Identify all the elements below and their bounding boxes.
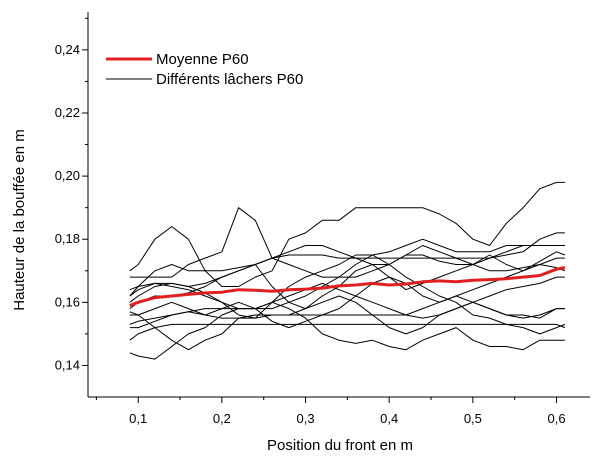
x-axis-title: Position du front en m bbox=[267, 437, 413, 454]
x-tick-label-0: 0,1 bbox=[129, 411, 147, 426]
y-tick-label-5: 0,24 bbox=[55, 42, 80, 57]
series-line-run-9 bbox=[129, 301, 565, 360]
legend-label-mean: Moyenne P60 bbox=[156, 51, 249, 68]
series-line-run-2 bbox=[129, 181, 565, 287]
y-ticks: 0,14 0,16 0,18 0,20 0,22 0,24 bbox=[55, 17, 88, 372]
series-line-run-1 bbox=[129, 207, 565, 278]
series-line-mean bbox=[129, 266, 566, 307]
series-line-run-7 bbox=[129, 295, 565, 329]
x-tick-label-1: 0,2 bbox=[213, 411, 231, 426]
x-tick-label-4: 0,5 bbox=[464, 411, 482, 426]
y-axis-title: Hauteur de la bouffée en m bbox=[11, 129, 28, 311]
y-tick-label-4: 0,22 bbox=[55, 105, 80, 120]
y-tick-label-1: 0,16 bbox=[55, 294, 80, 309]
series-line-run-13 bbox=[129, 282, 565, 335]
series-line-run-3 bbox=[129, 245, 565, 297]
x-tick-label-5: 0,6 bbox=[547, 411, 565, 426]
series-line-run-10 bbox=[129, 238, 565, 351]
y-tick-label-3: 0,20 bbox=[55, 168, 80, 183]
series-layer bbox=[129, 181, 566, 360]
series-line-run-11 bbox=[129, 245, 566, 303]
x-tick-label-2: 0,3 bbox=[296, 411, 314, 426]
x-tick-label-3: 0,4 bbox=[380, 411, 398, 426]
y-tick-label-0: 0,14 bbox=[55, 357, 80, 372]
series-line-run-6 bbox=[129, 254, 566, 335]
legend-label-runs: Différents lâchers P60 bbox=[156, 71, 303, 88]
y-tick-label-2: 0,18 bbox=[55, 231, 80, 246]
series-line-run-8 bbox=[129, 323, 566, 341]
axes bbox=[87, 12, 590, 398]
legend: Moyenne P60 Différents lâchers P60 bbox=[106, 51, 303, 88]
x-ticks: 0,1 0,2 0,3 0,4 0,5 0,6 bbox=[95, 397, 566, 426]
